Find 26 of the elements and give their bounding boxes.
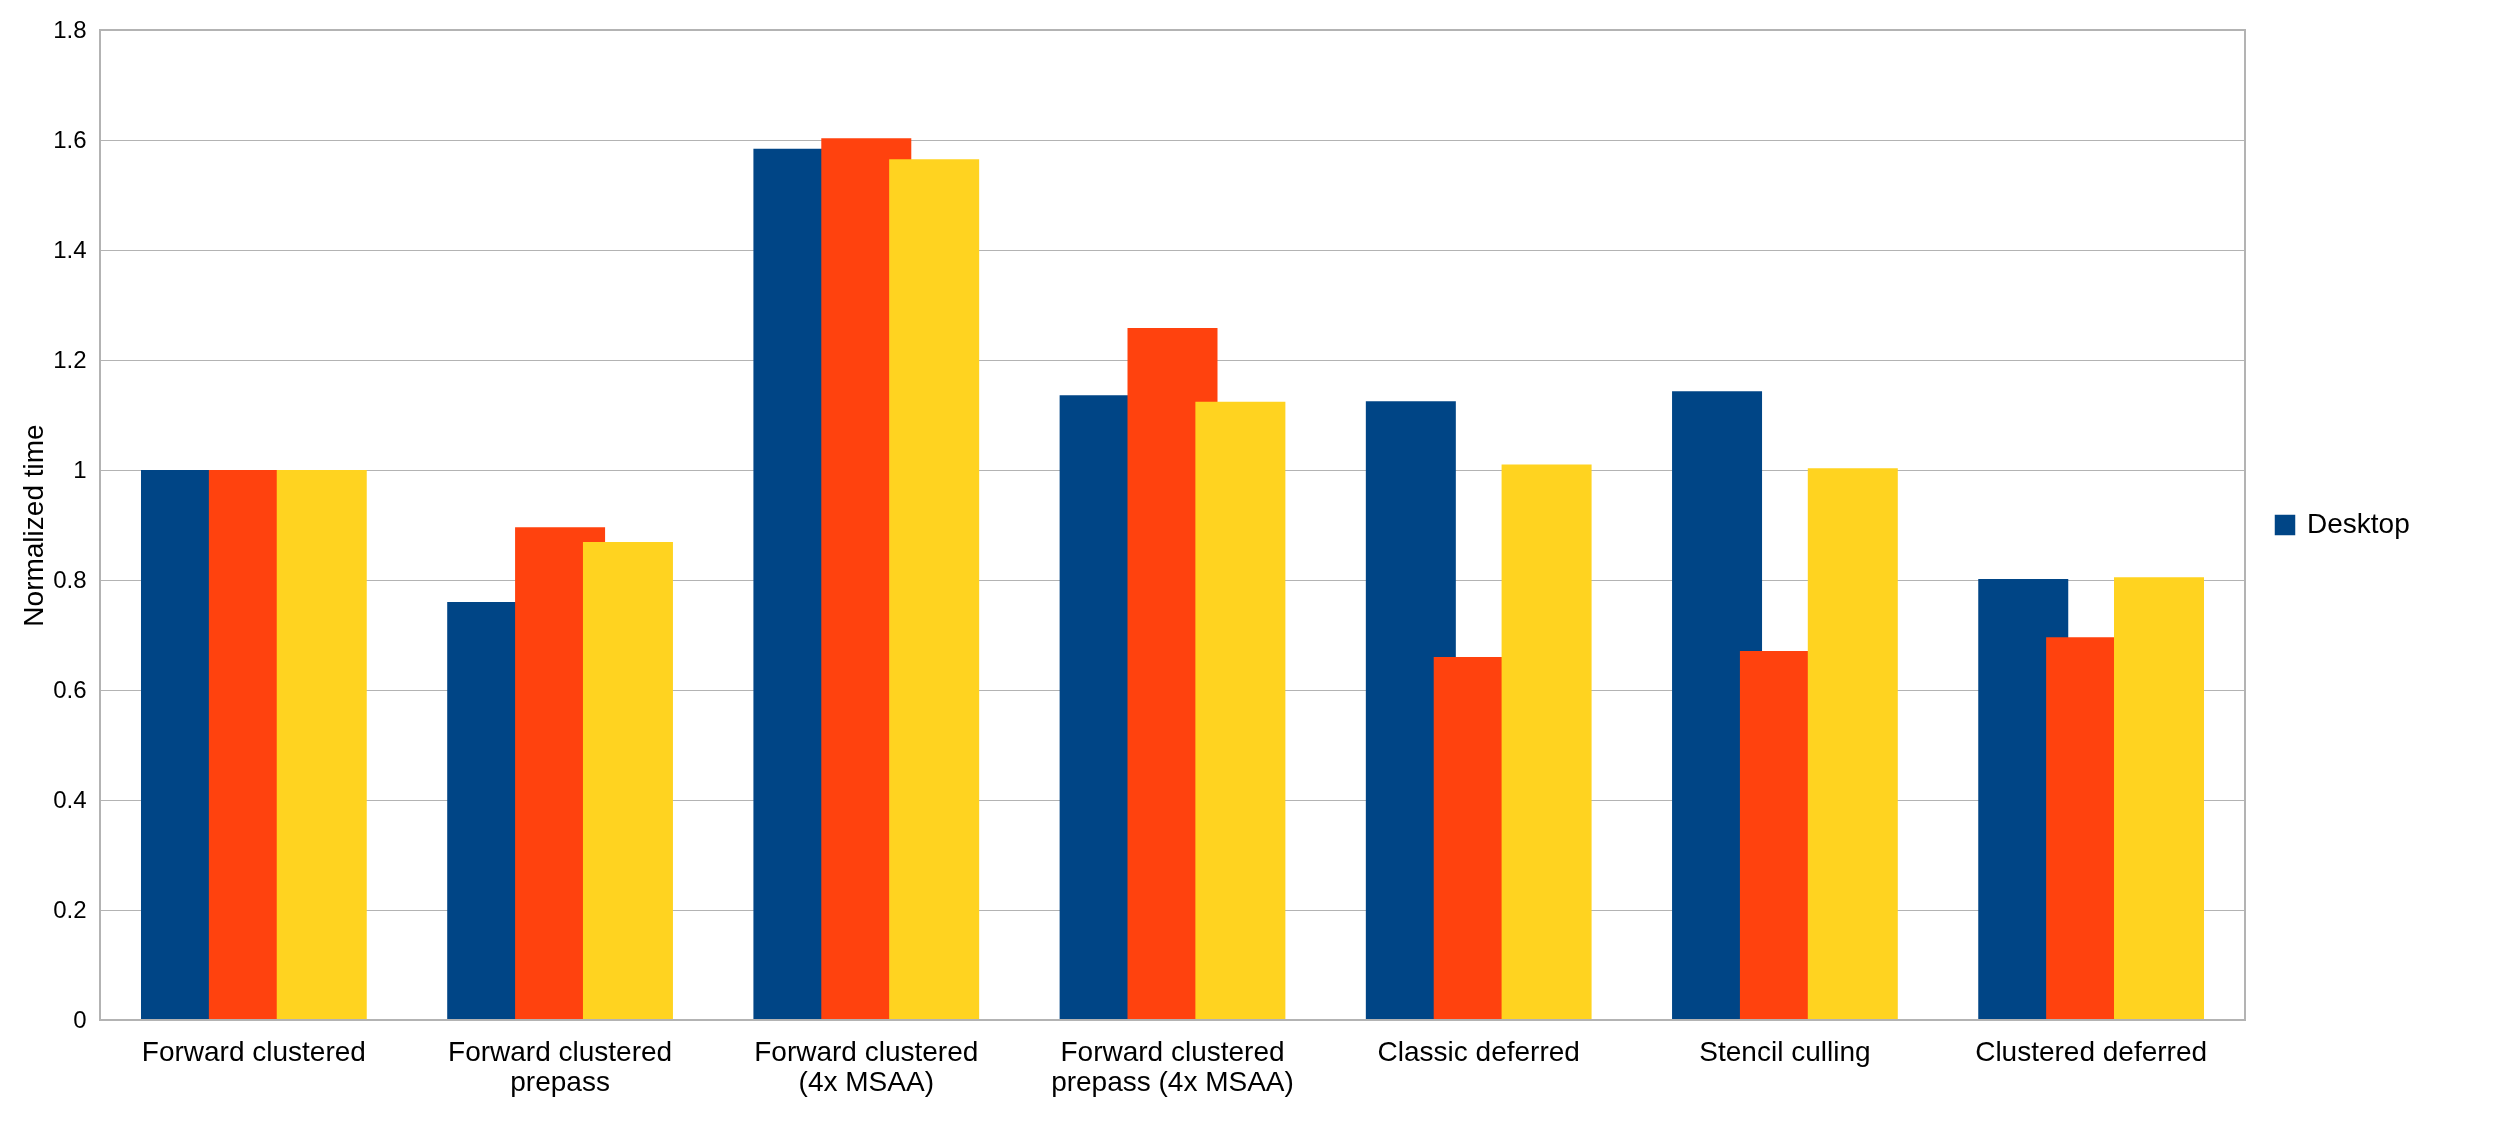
bar bbox=[1501, 464, 1592, 1020]
bar bbox=[889, 159, 980, 1020]
bar bbox=[582, 542, 673, 1020]
x-tick-label: Forward clustered prepass (4x MSAA) bbox=[1051, 1035, 1294, 1097]
x-tick-label: Forward clustered prepass bbox=[448, 1035, 673, 1097]
y-tick-label: 0.4 bbox=[53, 785, 87, 813]
y-tick-label: 1.2 bbox=[53, 345, 87, 373]
x-tick-label: Forward clustered bbox=[141, 1035, 366, 1067]
y-tick-label: 1 bbox=[73, 455, 87, 483]
y-tick-label: 1.6 bbox=[53, 125, 87, 153]
x-tick-label: Classic deferred bbox=[1377, 1035, 1580, 1067]
y-tick-label: 0.6 bbox=[53, 675, 87, 703]
bar bbox=[2114, 577, 2205, 1020]
bar bbox=[1807, 468, 1898, 1020]
x-tick-label: Forward clustered (4x MSAA) bbox=[754, 1035, 979, 1097]
y-tick-label: 0.2 bbox=[53, 895, 87, 923]
y-tick-label: 1.8 bbox=[53, 15, 87, 43]
x-tick-label: Clustered deferred bbox=[1975, 1035, 2208, 1067]
y-tick-label: 1.4 bbox=[53, 235, 87, 263]
x-tick-label: Stencil culling bbox=[1699, 1035, 1871, 1067]
bar bbox=[1195, 401, 1286, 1020]
legend-label: Desktop bbox=[2307, 508, 2410, 539]
y-axis-title: Normalized time bbox=[18, 424, 50, 627]
bar bbox=[276, 470, 367, 1020]
y-tick-label: 0 bbox=[73, 1005, 87, 1033]
y-tick-label: 0.8 bbox=[53, 565, 87, 593]
